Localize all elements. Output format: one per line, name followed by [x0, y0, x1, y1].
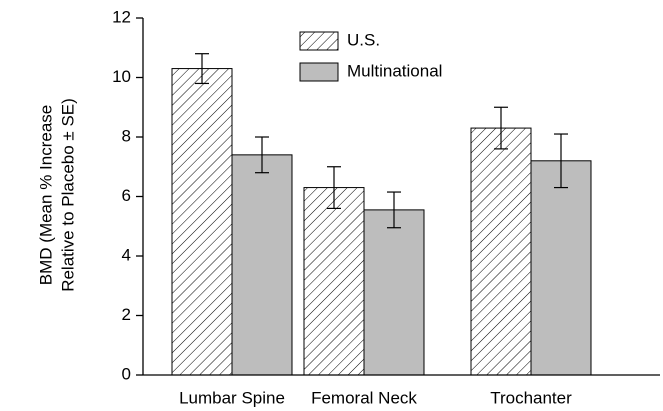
bar	[530, 160, 592, 376]
y-tick-label: 4	[122, 245, 131, 264]
y-tick-label: 10	[112, 67, 131, 86]
y-axis-label-line: BMD (Mean % Increase	[36, 105, 55, 285]
y-tick-label: 2	[122, 305, 131, 324]
y-tick-label: 8	[122, 126, 131, 145]
bar	[303, 187, 365, 376]
legend-label: Multinational	[347, 61, 442, 80]
x-tick-label: Lumbar Spine	[179, 388, 285, 407]
bar	[171, 68, 233, 376]
legend-swatch	[299, 62, 339, 82]
bar	[231, 154, 293, 376]
y-tick-label: 6	[122, 186, 131, 205]
x-tick-label: Trochanter	[490, 388, 572, 407]
x-tick-label: Femoral Neck	[311, 388, 417, 407]
bar	[470, 127, 532, 376]
y-tick-label: 0	[122, 364, 131, 383]
y-tick-label: 12	[112, 7, 131, 26]
y-axis-label: BMD (Mean % Increase Relative to Placebo…	[36, 98, 77, 292]
y-axis-label-line: Relative to Placebo ± SE)	[58, 98, 77, 292]
bar	[363, 209, 425, 376]
legend-swatch	[299, 31, 339, 51]
legend-label: U.S.	[347, 30, 380, 49]
